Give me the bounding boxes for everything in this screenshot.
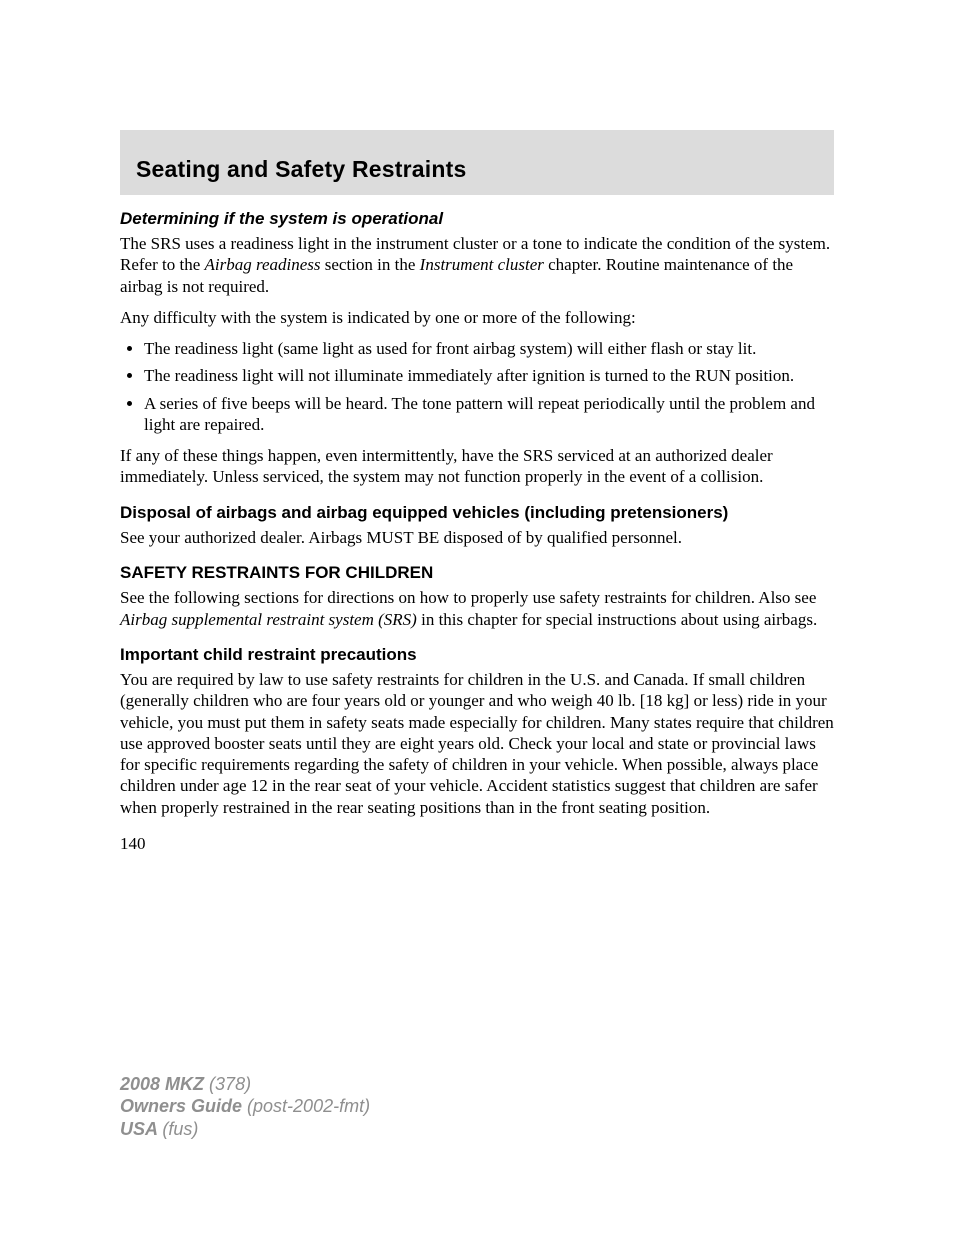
bullet-item: A series of five beeps will be heard. Th… — [144, 393, 834, 436]
para-determining-1: The SRS uses a readiness light in the in… — [120, 233, 834, 297]
text-italic: Airbag supplemental restraint system (SR… — [120, 610, 417, 629]
para-determining-2: Any difficulty with the system is indica… — [120, 307, 834, 328]
subheading-precautions: Important child restraint precautions — [120, 644, 834, 665]
footer-italic: (fus) — [162, 1119, 198, 1139]
text-run: See the following sections for direction… — [120, 588, 816, 607]
footer: 2008 MKZ (378) Owners Guide (post-2002-f… — [120, 1073, 370, 1141]
para-children-1: See the following sections for direction… — [120, 587, 834, 630]
para-precautions-1: You are required by law to use safety re… — [120, 669, 834, 818]
bullet-item: The readiness light (same light as used … — [144, 338, 834, 359]
bullet-list: The readiness light (same light as used … — [120, 338, 834, 435]
footer-line-1: 2008 MKZ (378) — [120, 1073, 370, 1096]
section-header-band: Seating and Safety Restraints — [120, 130, 834, 195]
para-determining-3: If any of these things happen, even inte… — [120, 445, 834, 488]
footer-italic: (post-2002-fmt) — [247, 1096, 370, 1116]
text-italic: Airbag readiness — [205, 255, 321, 274]
footer-line-2: Owners Guide (post-2002-fmt) — [120, 1095, 370, 1118]
para-disposal-1: See your authorized dealer. Airbags MUST… — [120, 527, 834, 548]
footer-bold: Owners Guide — [120, 1096, 247, 1116]
footer-italic: (378) — [209, 1074, 251, 1094]
footer-bold: 2008 MKZ — [120, 1074, 209, 1094]
subheading-disposal: Disposal of airbags and airbag equipped … — [120, 502, 834, 523]
text-run: in this chapter for special instructions… — [417, 610, 817, 629]
text-italic: Instrument cluster — [420, 255, 544, 274]
text-run: section in the — [321, 255, 420, 274]
subheading-determining: Determining if the system is operational — [120, 209, 834, 229]
footer-bold: USA — [120, 1119, 162, 1139]
section-title: Seating and Safety Restraints — [136, 156, 818, 183]
page-number: 140 — [120, 834, 834, 854]
bullet-item: The readiness light will not illuminate … — [144, 365, 834, 386]
subheading-children: SAFETY RESTRAINTS FOR CHILDREN — [120, 562, 834, 583]
footer-line-3: USA (fus) — [120, 1118, 370, 1141]
page: Seating and Safety Restraints Determinin… — [0, 0, 954, 1235]
